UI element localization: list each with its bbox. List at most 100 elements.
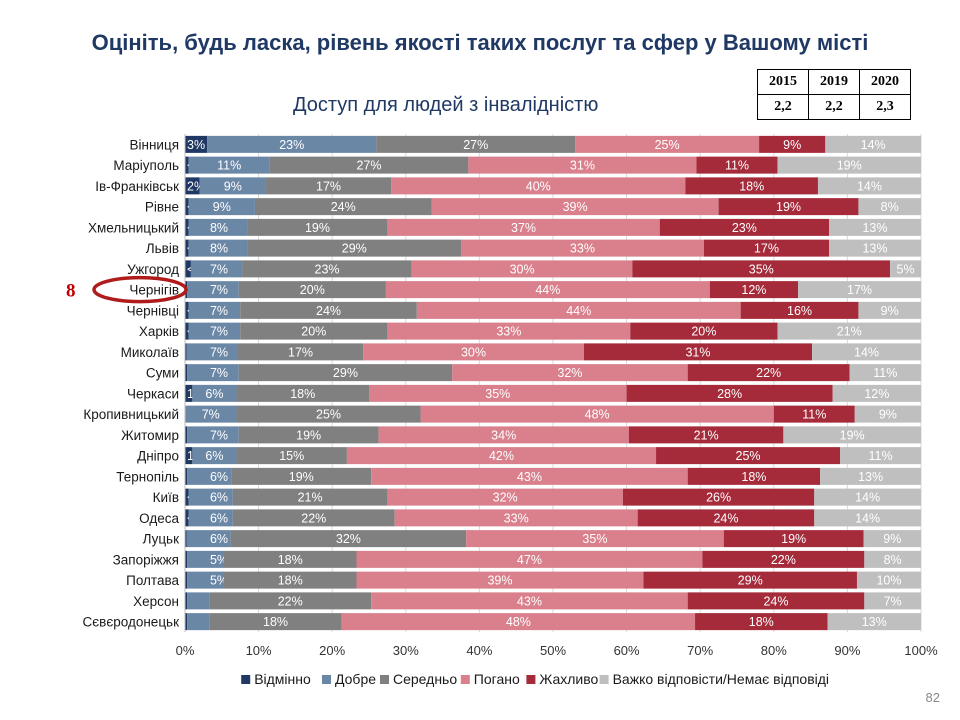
bar-segment <box>188 488 233 506</box>
category-label: Тернопіль <box>116 469 179 484</box>
bar-segment <box>187 550 225 568</box>
bar-segment <box>346 447 657 465</box>
bar-segment <box>207 135 377 153</box>
data-label: 19% <box>840 428 865 442</box>
data-label: 24% <box>316 304 341 318</box>
x-tick-label: 70% <box>687 643 713 658</box>
bar-segment <box>192 447 237 465</box>
bar-segment <box>185 343 187 361</box>
data-label: 14% <box>857 179 882 193</box>
bar-segment <box>387 322 631 340</box>
bar-segment <box>632 260 891 278</box>
bar-segment <box>696 156 778 174</box>
bar-segment <box>777 156 921 174</box>
data-label: 5% <box>897 262 915 276</box>
data-label: 26% <box>706 491 731 505</box>
data-label: 11% <box>217 159 241 173</box>
category-label: Київ <box>153 490 179 505</box>
category-label: Рівне <box>145 200 179 215</box>
chart-title: Доступ для людей з інвалідністю <box>293 94 599 116</box>
bar-segment <box>812 343 921 361</box>
bar-segment <box>341 613 696 631</box>
bar-segment <box>209 592 372 610</box>
data-label: 19% <box>781 532 806 546</box>
bar-segment <box>238 364 453 382</box>
bar-segment <box>387 218 660 236</box>
data-label: 33% <box>570 242 595 256</box>
bar-segment <box>863 530 921 548</box>
category-label: Львів <box>146 241 179 256</box>
data-label: 3% <box>187 138 205 152</box>
bar-segment <box>185 447 193 465</box>
legend-label: Погано <box>474 671 520 687</box>
data-label: 5% <box>210 553 228 567</box>
data-label: 6% <box>210 511 228 525</box>
data-label: 22% <box>301 511 326 525</box>
data-label: 37% <box>511 221 536 235</box>
data-label: 7% <box>210 262 228 276</box>
bar-segment <box>238 281 386 299</box>
data-label: 32% <box>336 532 361 546</box>
data-label: 9% <box>224 179 242 193</box>
data-label: 27% <box>356 159 381 173</box>
data-label: 33% <box>504 511 529 525</box>
data-label: 18% <box>741 470 766 484</box>
data-label: 13% <box>858 470 883 484</box>
category-label: Чернігів <box>129 283 179 298</box>
bar-segment <box>468 156 697 174</box>
data-label: 19% <box>296 428 321 442</box>
highlight-ellipse <box>92 275 188 304</box>
bar-segment <box>185 488 189 506</box>
bar-segment <box>829 239 921 257</box>
legend-swatch <box>526 675 536 684</box>
bar-segment <box>687 467 821 485</box>
data-label: 17% <box>847 283 872 297</box>
bar-segment <box>864 550 921 568</box>
data-label: 40% <box>526 179 551 193</box>
data-label: 19% <box>776 200 801 214</box>
data-label: 21% <box>694 428 719 442</box>
data-label: 43% <box>517 470 542 484</box>
bar-segment <box>452 364 688 382</box>
bar-segment <box>185 156 189 174</box>
bar-segment <box>703 239 829 257</box>
score-value-cell: 2,2 <box>757 94 809 120</box>
data-label: 11% <box>868 449 892 463</box>
data-label: 7% <box>210 366 228 380</box>
data-label: 19% <box>289 470 314 484</box>
data-label: 18% <box>278 553 303 567</box>
bar-segment <box>254 198 432 216</box>
bar-segment <box>854 405 921 423</box>
data-label: 9% <box>783 138 801 152</box>
x-tick-label: 80% <box>761 643 787 658</box>
data-label: 22% <box>771 553 796 567</box>
bar-segment <box>864 592 921 610</box>
bar-segment <box>626 384 833 402</box>
bar-segment <box>188 218 248 236</box>
data-label: 7% <box>210 428 228 442</box>
score-table-value-row: 2,2 2,2 2,3 <box>757 94 911 120</box>
data-label: 19% <box>837 159 862 173</box>
bar-segment <box>385 281 710 299</box>
data-label: 11% <box>725 159 749 173</box>
bar-segment <box>185 384 193 402</box>
bar-segment <box>798 281 921 299</box>
bar-segment <box>376 135 576 153</box>
data-label: 33% <box>496 325 521 339</box>
data-label: 18% <box>749 615 774 629</box>
bar-segment <box>185 198 189 216</box>
x-tick-label: 40% <box>466 643 492 658</box>
legend-swatch <box>380 675 389 684</box>
data-label: 30% <box>461 345 486 359</box>
bar-segment <box>371 592 688 610</box>
data-label: 12% <box>864 387 889 401</box>
category-label: Ів-Франківськ <box>95 179 179 194</box>
bar-segment <box>695 613 828 631</box>
bar-segment <box>718 198 859 216</box>
bar-segment <box>461 239 704 257</box>
legend-label: Жахливо <box>539 671 598 687</box>
data-label: 20% <box>691 325 716 339</box>
data-label: 21% <box>837 325 862 339</box>
data-label: 22% <box>278 594 303 608</box>
data-label: 18% <box>290 387 315 401</box>
